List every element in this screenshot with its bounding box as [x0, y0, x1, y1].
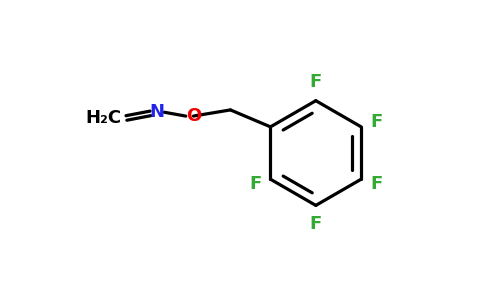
Text: N: N [149, 103, 164, 121]
Text: O: O [186, 107, 201, 125]
Text: F: F [370, 113, 383, 131]
Text: F: F [310, 74, 322, 92]
Text: F: F [370, 175, 383, 193]
Text: F: F [249, 175, 261, 193]
Text: F: F [310, 214, 322, 232]
Text: H₂C: H₂C [86, 110, 122, 128]
